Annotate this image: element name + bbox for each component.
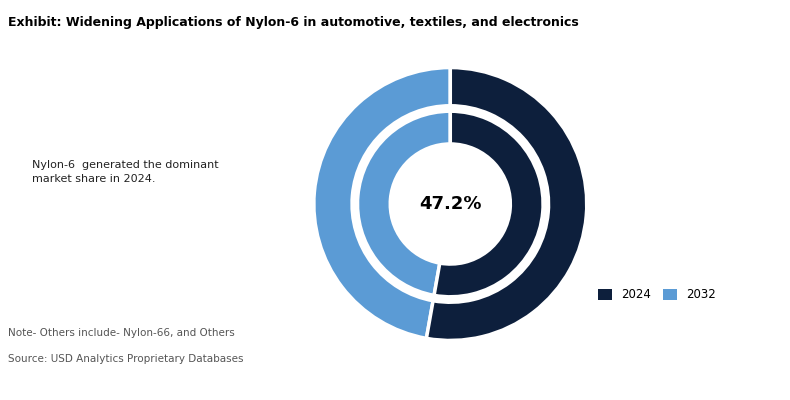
Legend: 2024, 2032: 2024, 2032	[592, 284, 721, 306]
Text: Nylon-6  generated the dominant
market share in 2024.: Nylon-6 generated the dominant market sh…	[32, 160, 218, 184]
Text: Source: USD Analytics Proprietary Databases: Source: USD Analytics Proprietary Databa…	[8, 354, 243, 364]
Wedge shape	[434, 111, 543, 297]
Text: Exhibit: Widening Applications of Nylon-6 in automotive, textiles, and electroni: Exhibit: Widening Applications of Nylon-…	[8, 16, 578, 29]
Text: Note- Others include- Nylon-66, and Others: Note- Others include- Nylon-66, and Othe…	[8, 328, 235, 338]
Wedge shape	[358, 111, 450, 295]
Wedge shape	[314, 68, 450, 338]
Wedge shape	[427, 68, 587, 340]
Text: 47.2%: 47.2%	[419, 195, 482, 213]
Circle shape	[415, 168, 486, 240]
